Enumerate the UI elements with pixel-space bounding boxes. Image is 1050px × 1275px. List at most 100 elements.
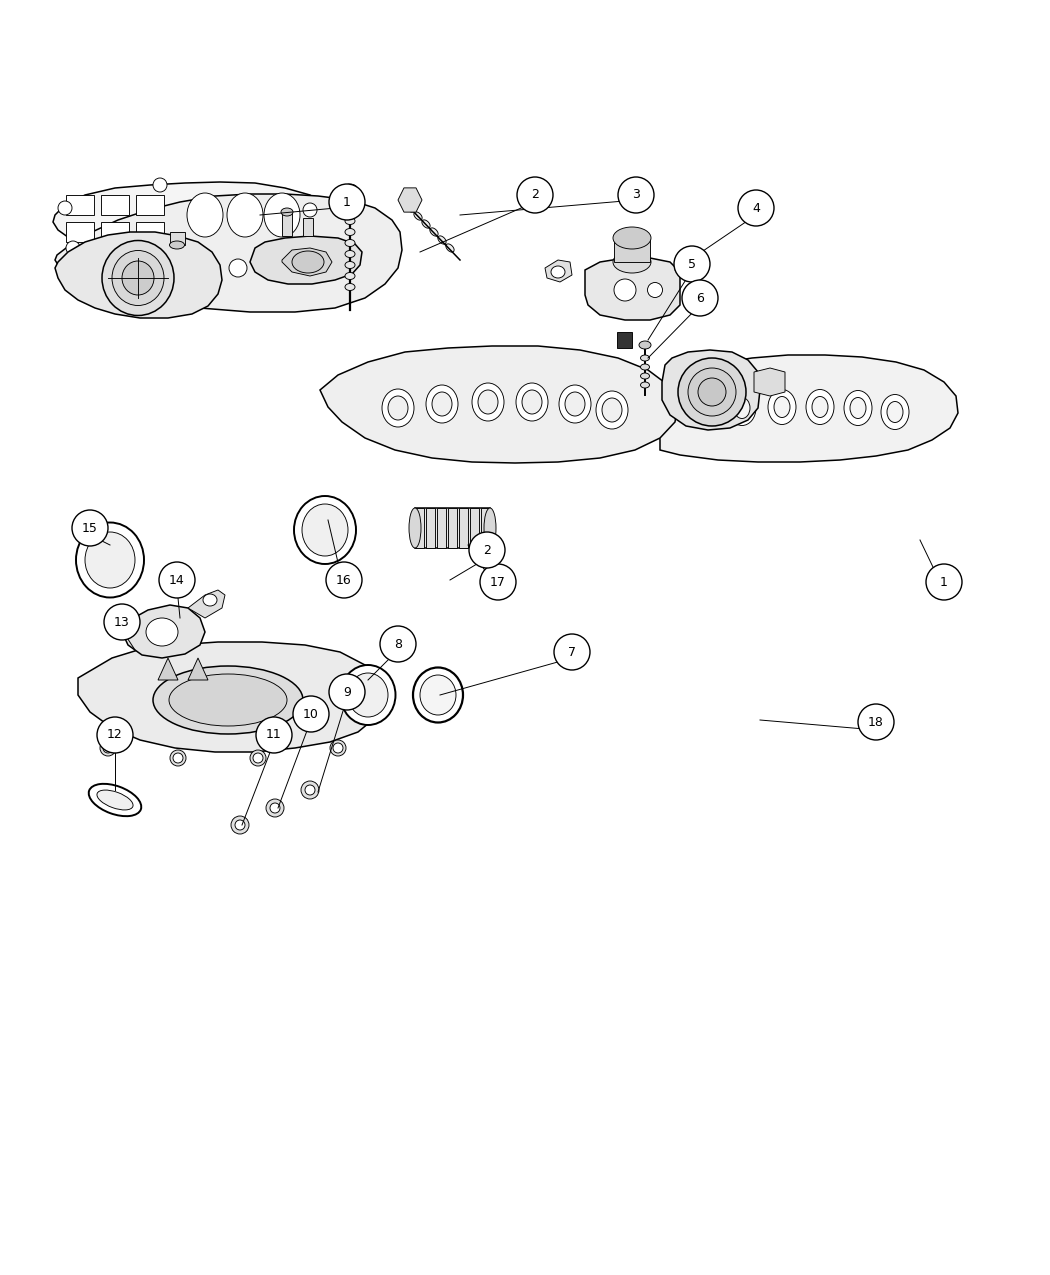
Ellipse shape <box>187 193 223 237</box>
Ellipse shape <box>58 201 72 215</box>
Ellipse shape <box>413 668 463 723</box>
Polygon shape <box>614 238 650 261</box>
Polygon shape <box>481 507 490 548</box>
Ellipse shape <box>640 374 650 379</box>
Ellipse shape <box>235 820 245 830</box>
Ellipse shape <box>478 390 498 414</box>
Text: 10: 10 <box>303 708 319 720</box>
Ellipse shape <box>768 389 796 425</box>
Ellipse shape <box>426 385 458 423</box>
Text: 2: 2 <box>531 189 539 201</box>
Polygon shape <box>415 507 490 548</box>
Polygon shape <box>66 195 94 215</box>
Circle shape <box>554 634 590 669</box>
Ellipse shape <box>66 241 80 255</box>
Ellipse shape <box>516 382 548 421</box>
Ellipse shape <box>345 240 355 246</box>
Ellipse shape <box>410 507 421 548</box>
Circle shape <box>674 246 710 282</box>
Polygon shape <box>158 658 179 680</box>
Ellipse shape <box>345 228 355 236</box>
Ellipse shape <box>522 390 542 414</box>
Ellipse shape <box>330 740 346 756</box>
Ellipse shape <box>88 784 142 816</box>
Ellipse shape <box>333 743 343 754</box>
Ellipse shape <box>728 390 756 426</box>
Circle shape <box>104 604 140 640</box>
Text: 13: 13 <box>114 616 130 629</box>
Ellipse shape <box>806 389 834 425</box>
Polygon shape <box>282 249 332 275</box>
Polygon shape <box>415 507 424 548</box>
Ellipse shape <box>153 666 303 734</box>
Ellipse shape <box>169 674 287 725</box>
Ellipse shape <box>340 666 396 725</box>
Text: 15: 15 <box>82 521 98 534</box>
Ellipse shape <box>639 340 651 349</box>
Ellipse shape <box>304 785 315 796</box>
Ellipse shape <box>100 740 116 756</box>
Ellipse shape <box>640 382 650 388</box>
Ellipse shape <box>250 750 266 766</box>
Ellipse shape <box>406 204 414 212</box>
Polygon shape <box>448 507 457 548</box>
Ellipse shape <box>303 203 317 217</box>
Text: 16: 16 <box>336 574 352 586</box>
Ellipse shape <box>264 193 300 237</box>
Text: 18: 18 <box>868 715 884 728</box>
Ellipse shape <box>345 261 355 269</box>
Ellipse shape <box>844 390 872 426</box>
Ellipse shape <box>484 507 496 548</box>
Polygon shape <box>662 351 760 430</box>
Ellipse shape <box>774 397 790 417</box>
Ellipse shape <box>153 179 167 193</box>
Polygon shape <box>52 182 330 260</box>
Ellipse shape <box>432 391 452 416</box>
Polygon shape <box>459 507 468 548</box>
Ellipse shape <box>102 241 174 315</box>
Ellipse shape <box>648 283 663 297</box>
Ellipse shape <box>270 803 280 813</box>
Circle shape <box>97 717 133 754</box>
Polygon shape <box>55 232 222 317</box>
Ellipse shape <box>429 228 438 236</box>
Ellipse shape <box>294 496 356 564</box>
Ellipse shape <box>613 251 651 273</box>
Ellipse shape <box>302 504 348 556</box>
Ellipse shape <box>559 385 591 423</box>
Text: 2: 2 <box>483 543 491 556</box>
Ellipse shape <box>345 250 355 258</box>
Ellipse shape <box>698 377 726 405</box>
Ellipse shape <box>229 259 247 277</box>
Text: 17: 17 <box>490 575 506 589</box>
Ellipse shape <box>438 236 446 244</box>
Ellipse shape <box>173 754 183 762</box>
Polygon shape <box>398 187 422 212</box>
Ellipse shape <box>231 816 249 834</box>
Ellipse shape <box>170 750 186 766</box>
Ellipse shape <box>348 673 388 717</box>
Circle shape <box>326 562 362 598</box>
Polygon shape <box>136 222 164 242</box>
Ellipse shape <box>614 279 636 301</box>
Ellipse shape <box>103 743 113 754</box>
Ellipse shape <box>688 368 736 416</box>
Circle shape <box>858 704 894 740</box>
Ellipse shape <box>640 354 650 361</box>
Ellipse shape <box>345 207 355 213</box>
Ellipse shape <box>146 618 178 646</box>
Polygon shape <box>170 232 185 245</box>
Text: 14: 14 <box>169 574 185 586</box>
Ellipse shape <box>112 250 164 306</box>
Circle shape <box>682 280 718 316</box>
Text: 7: 7 <box>568 645 576 658</box>
Circle shape <box>738 190 774 226</box>
Ellipse shape <box>472 382 504 421</box>
Ellipse shape <box>692 399 708 421</box>
Ellipse shape <box>345 283 355 291</box>
Polygon shape <box>658 354 958 462</box>
Polygon shape <box>437 507 446 548</box>
Polygon shape <box>136 195 164 215</box>
Text: 8: 8 <box>394 638 402 650</box>
Circle shape <box>380 626 416 662</box>
